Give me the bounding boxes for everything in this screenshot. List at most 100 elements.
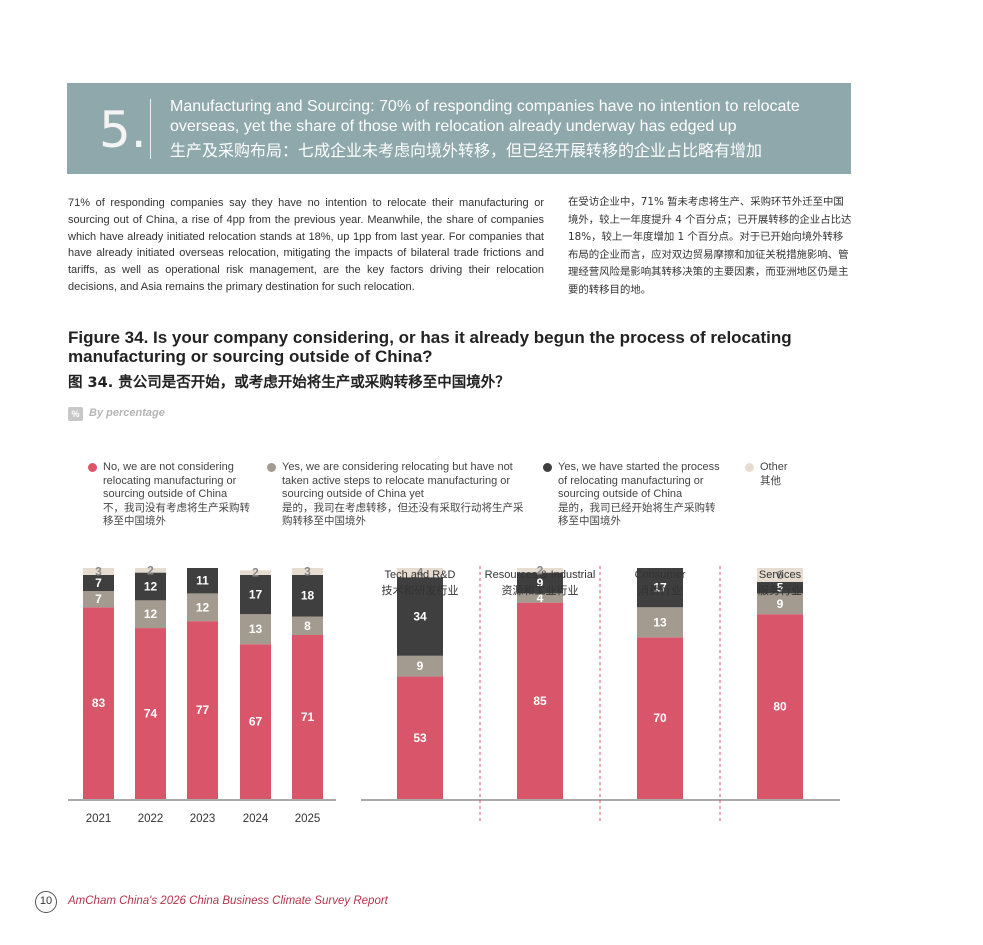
legend-item-other: Other 其他 <box>745 461 825 488</box>
bar-segment <box>83 568 114 575</box>
figure-title: Figure 34. Is your company considering, … <box>68 328 792 366</box>
year-tick-label: 2023 <box>190 813 216 825</box>
bar-segment <box>757 593 803 615</box>
industry-label-cn: 技术和研发行业 <box>382 583 459 597</box>
section-title-cn: 生产及采购布局：七成企业未考虑向境外转移，但已经开展转移的企业占比略有增加 <box>170 141 763 160</box>
unit-note: By percentage <box>89 407 165 419</box>
data-label: 2 <box>252 566 259 580</box>
bar-segment <box>637 607 683 638</box>
page-number: 10 <box>35 891 57 913</box>
data-label: 13 <box>249 622 263 636</box>
legend-label: No, we are not considering relocating ma… <box>103 461 237 500</box>
legend-label-cn: 其他 <box>760 474 781 487</box>
data-label: 34 <box>413 610 427 624</box>
industry-label: Tech and R&D <box>385 569 456 581</box>
bar-segment <box>135 572 166 601</box>
bar-segment <box>637 568 683 608</box>
bar-segment <box>240 614 271 645</box>
year-tick-label: 2024 <box>243 813 269 825</box>
data-label: 7 <box>95 576 102 590</box>
data-label: 77 <box>196 703 210 717</box>
legend-swatch <box>267 463 276 472</box>
data-label: 2 <box>147 563 154 577</box>
data-label: 12 <box>144 607 158 621</box>
bar-segment <box>397 577 443 656</box>
industry-label-cn: 服务行业 <box>758 584 802 597</box>
industry-label: Services <box>759 569 802 581</box>
data-label: 9 <box>537 576 544 590</box>
bar-segment <box>637 637 683 799</box>
data-label: 3 <box>95 564 102 578</box>
data-label: 4 <box>537 591 544 605</box>
section-banner: 5. Manufacturing and Sourcing: 70% of re… <box>67 83 851 174</box>
bar-segment <box>135 600 166 629</box>
bar-segment <box>757 568 803 582</box>
data-label: 7 <box>95 592 102 606</box>
data-label: 3 <box>304 564 311 578</box>
bar-segment <box>187 621 218 799</box>
year-tick-label: 2022 <box>138 813 164 825</box>
bar-segment <box>517 593 563 603</box>
legend-item-started: Yes, we have started the process of relo… <box>543 461 725 529</box>
bar-segment <box>187 593 218 622</box>
data-label: 80 <box>773 700 787 714</box>
banner-divider <box>150 99 151 159</box>
data-label: 9 <box>777 597 784 611</box>
bar-segment <box>517 602 563 799</box>
percent-icon: % <box>68 407 83 421</box>
bar-segment <box>757 581 803 594</box>
footer-report-title: AmCham China's 2026 China Business Clima… <box>68 895 388 907</box>
data-label: 13 <box>653 615 667 629</box>
bar-segment <box>292 574 323 617</box>
data-label: 17 <box>249 588 263 602</box>
data-label: 9 <box>417 659 424 673</box>
data-label: 83 <box>92 696 106 710</box>
section-title: Manufacturing and Sourcing: 70% of respo… <box>170 98 800 135</box>
data-label: 18 <box>301 589 315 603</box>
legend-label-cn: 是的，我司已经开始将生产采购转移至中国境外 <box>558 501 716 528</box>
legend-label: Yes, we have started the process of relo… <box>558 461 720 500</box>
data-label: 4 <box>417 566 424 580</box>
data-label: 67 <box>249 715 263 729</box>
legend-swatch <box>88 463 97 472</box>
bar-segment <box>292 568 323 575</box>
bar-segment <box>757 614 803 799</box>
legend-item-considering: Yes, we are considering relocating but h… <box>267 461 529 529</box>
data-label: 11 <box>196 574 209 588</box>
bar-segment <box>397 655 443 677</box>
bar-segment <box>83 591 114 608</box>
bar-segment <box>240 644 271 799</box>
data-label: 70 <box>653 711 667 725</box>
data-label: 5 <box>777 581 784 595</box>
data-label: 12 <box>196 600 210 614</box>
section-number: 5. <box>99 101 147 159</box>
bar-segment <box>240 570 271 575</box>
figure-title-cn: 图 34. 贵公司是否开始，或考虑开始将生产或采购转移至中国境外？ <box>68 375 510 391</box>
data-label: 85 <box>533 694 547 708</box>
bar-segment <box>83 574 114 592</box>
data-label: 17 <box>653 581 667 595</box>
bar-segment <box>517 572 563 594</box>
bar-segment <box>135 628 166 799</box>
bar-segment <box>292 634 323 799</box>
bar-segment <box>83 607 114 799</box>
data-label: 53 <box>413 731 427 745</box>
legend-swatch <box>745 463 754 472</box>
legend-label: Yes, we are considering relocating but h… <box>282 461 513 500</box>
bar-segment <box>187 568 218 594</box>
year-tick-label: 2025 <box>295 813 321 825</box>
industry-label-cn: 资源和工业行业 <box>502 583 579 597</box>
bar-segment <box>517 568 563 573</box>
legend-swatch <box>543 463 552 472</box>
data-label: 71 <box>301 710 315 724</box>
data-label: 6 <box>777 568 784 582</box>
legend-item-not-considering: No, we are not considering relocating ma… <box>88 461 260 529</box>
bar-segment <box>397 568 443 578</box>
industry-label: Consumer <box>635 569 686 581</box>
data-label: 74 <box>144 707 158 721</box>
legend-label: Other <box>760 461 788 473</box>
bar-segment <box>240 574 271 615</box>
intro-paragraph-en: 71% of responding companies say they hav… <box>68 197 544 293</box>
bar-segment <box>397 676 443 799</box>
